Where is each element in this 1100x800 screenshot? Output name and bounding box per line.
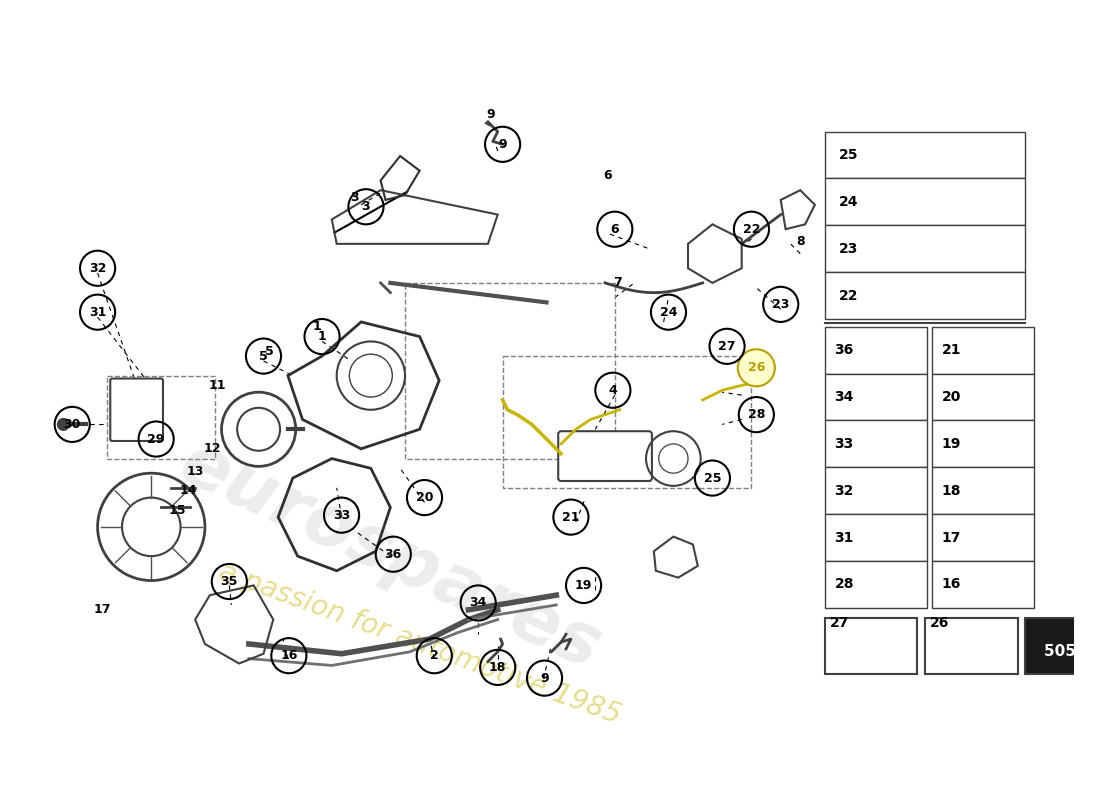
Text: 14: 14: [179, 484, 197, 498]
FancyBboxPatch shape: [825, 561, 927, 608]
Text: 25: 25: [704, 471, 722, 485]
Text: 9: 9: [540, 672, 549, 685]
FancyBboxPatch shape: [932, 514, 1034, 561]
FancyBboxPatch shape: [558, 431, 652, 481]
Text: 19: 19: [942, 437, 961, 451]
Text: eurospares: eurospares: [168, 428, 612, 684]
Text: 505 02: 505 02: [1044, 644, 1100, 659]
Text: a passion for automotive 1985: a passion for automotive 1985: [214, 558, 625, 730]
Text: 23: 23: [772, 298, 790, 311]
Text: 32: 32: [89, 262, 107, 274]
Circle shape: [738, 350, 774, 386]
FancyBboxPatch shape: [825, 327, 927, 374]
Text: 15: 15: [169, 504, 186, 517]
Text: 5: 5: [260, 350, 268, 362]
Text: 25: 25: [839, 148, 859, 162]
Text: 1: 1: [312, 320, 321, 334]
Text: 17: 17: [942, 530, 961, 545]
Text: 35: 35: [221, 575, 238, 588]
FancyBboxPatch shape: [110, 378, 163, 441]
Bar: [503, 356, 751, 488]
Text: 22: 22: [742, 222, 760, 236]
Text: 6: 6: [604, 169, 613, 182]
Text: 24: 24: [660, 306, 678, 318]
Text: 9: 9: [498, 138, 507, 151]
Bar: [405, 283, 615, 458]
Text: 23: 23: [839, 242, 859, 256]
Text: 5: 5: [265, 345, 274, 358]
Text: 13: 13: [187, 465, 204, 478]
FancyBboxPatch shape: [1025, 618, 1100, 674]
FancyBboxPatch shape: [825, 618, 917, 674]
Text: 21: 21: [562, 510, 580, 524]
Text: 26: 26: [930, 616, 949, 630]
Text: 31: 31: [835, 530, 854, 545]
Text: 2: 2: [430, 649, 439, 662]
FancyBboxPatch shape: [932, 561, 1034, 608]
FancyBboxPatch shape: [825, 226, 1025, 272]
Text: 33: 33: [333, 509, 350, 522]
Text: 27: 27: [718, 340, 736, 353]
FancyBboxPatch shape: [932, 421, 1034, 467]
Text: 27: 27: [829, 616, 849, 630]
Text: 7: 7: [614, 276, 623, 290]
FancyBboxPatch shape: [825, 374, 927, 421]
Text: 18: 18: [490, 661, 506, 674]
Text: 32: 32: [835, 484, 854, 498]
Text: 28: 28: [748, 408, 764, 421]
Text: 18: 18: [942, 484, 961, 498]
Text: 3: 3: [362, 200, 371, 214]
Text: 3: 3: [350, 191, 359, 205]
Text: 34: 34: [470, 597, 487, 610]
Text: 31: 31: [89, 306, 107, 318]
FancyBboxPatch shape: [925, 618, 1018, 674]
Text: 19: 19: [575, 579, 592, 592]
Text: 20: 20: [942, 390, 961, 404]
Text: 11: 11: [209, 379, 227, 392]
Bar: [108, 376, 214, 458]
FancyBboxPatch shape: [932, 327, 1034, 374]
Text: 17: 17: [94, 603, 111, 616]
Text: 36: 36: [385, 548, 402, 561]
FancyBboxPatch shape: [932, 467, 1034, 514]
Text: 16: 16: [942, 578, 961, 591]
Text: 4: 4: [608, 384, 617, 397]
Text: 33: 33: [835, 437, 854, 451]
Text: 20: 20: [416, 491, 433, 504]
FancyBboxPatch shape: [825, 132, 1025, 178]
FancyBboxPatch shape: [932, 374, 1034, 421]
Text: 1: 1: [318, 330, 327, 343]
Text: 34: 34: [835, 390, 854, 404]
Text: 9: 9: [486, 107, 495, 121]
Text: 28: 28: [835, 578, 854, 591]
FancyBboxPatch shape: [825, 421, 927, 467]
Text: 6: 6: [610, 222, 619, 236]
Text: 12: 12: [204, 442, 221, 455]
Text: 8: 8: [796, 235, 804, 249]
Text: 21: 21: [942, 343, 961, 358]
Text: 26: 26: [748, 362, 764, 374]
Text: 22: 22: [839, 289, 859, 302]
Text: 36: 36: [835, 343, 854, 358]
Text: 16: 16: [280, 649, 298, 662]
Circle shape: [57, 418, 69, 430]
FancyBboxPatch shape: [825, 272, 1025, 319]
FancyBboxPatch shape: [825, 514, 927, 561]
Text: 24: 24: [839, 195, 859, 209]
Text: 30: 30: [64, 418, 81, 431]
FancyBboxPatch shape: [825, 467, 927, 514]
FancyBboxPatch shape: [825, 178, 1025, 226]
Text: 29: 29: [147, 433, 165, 446]
